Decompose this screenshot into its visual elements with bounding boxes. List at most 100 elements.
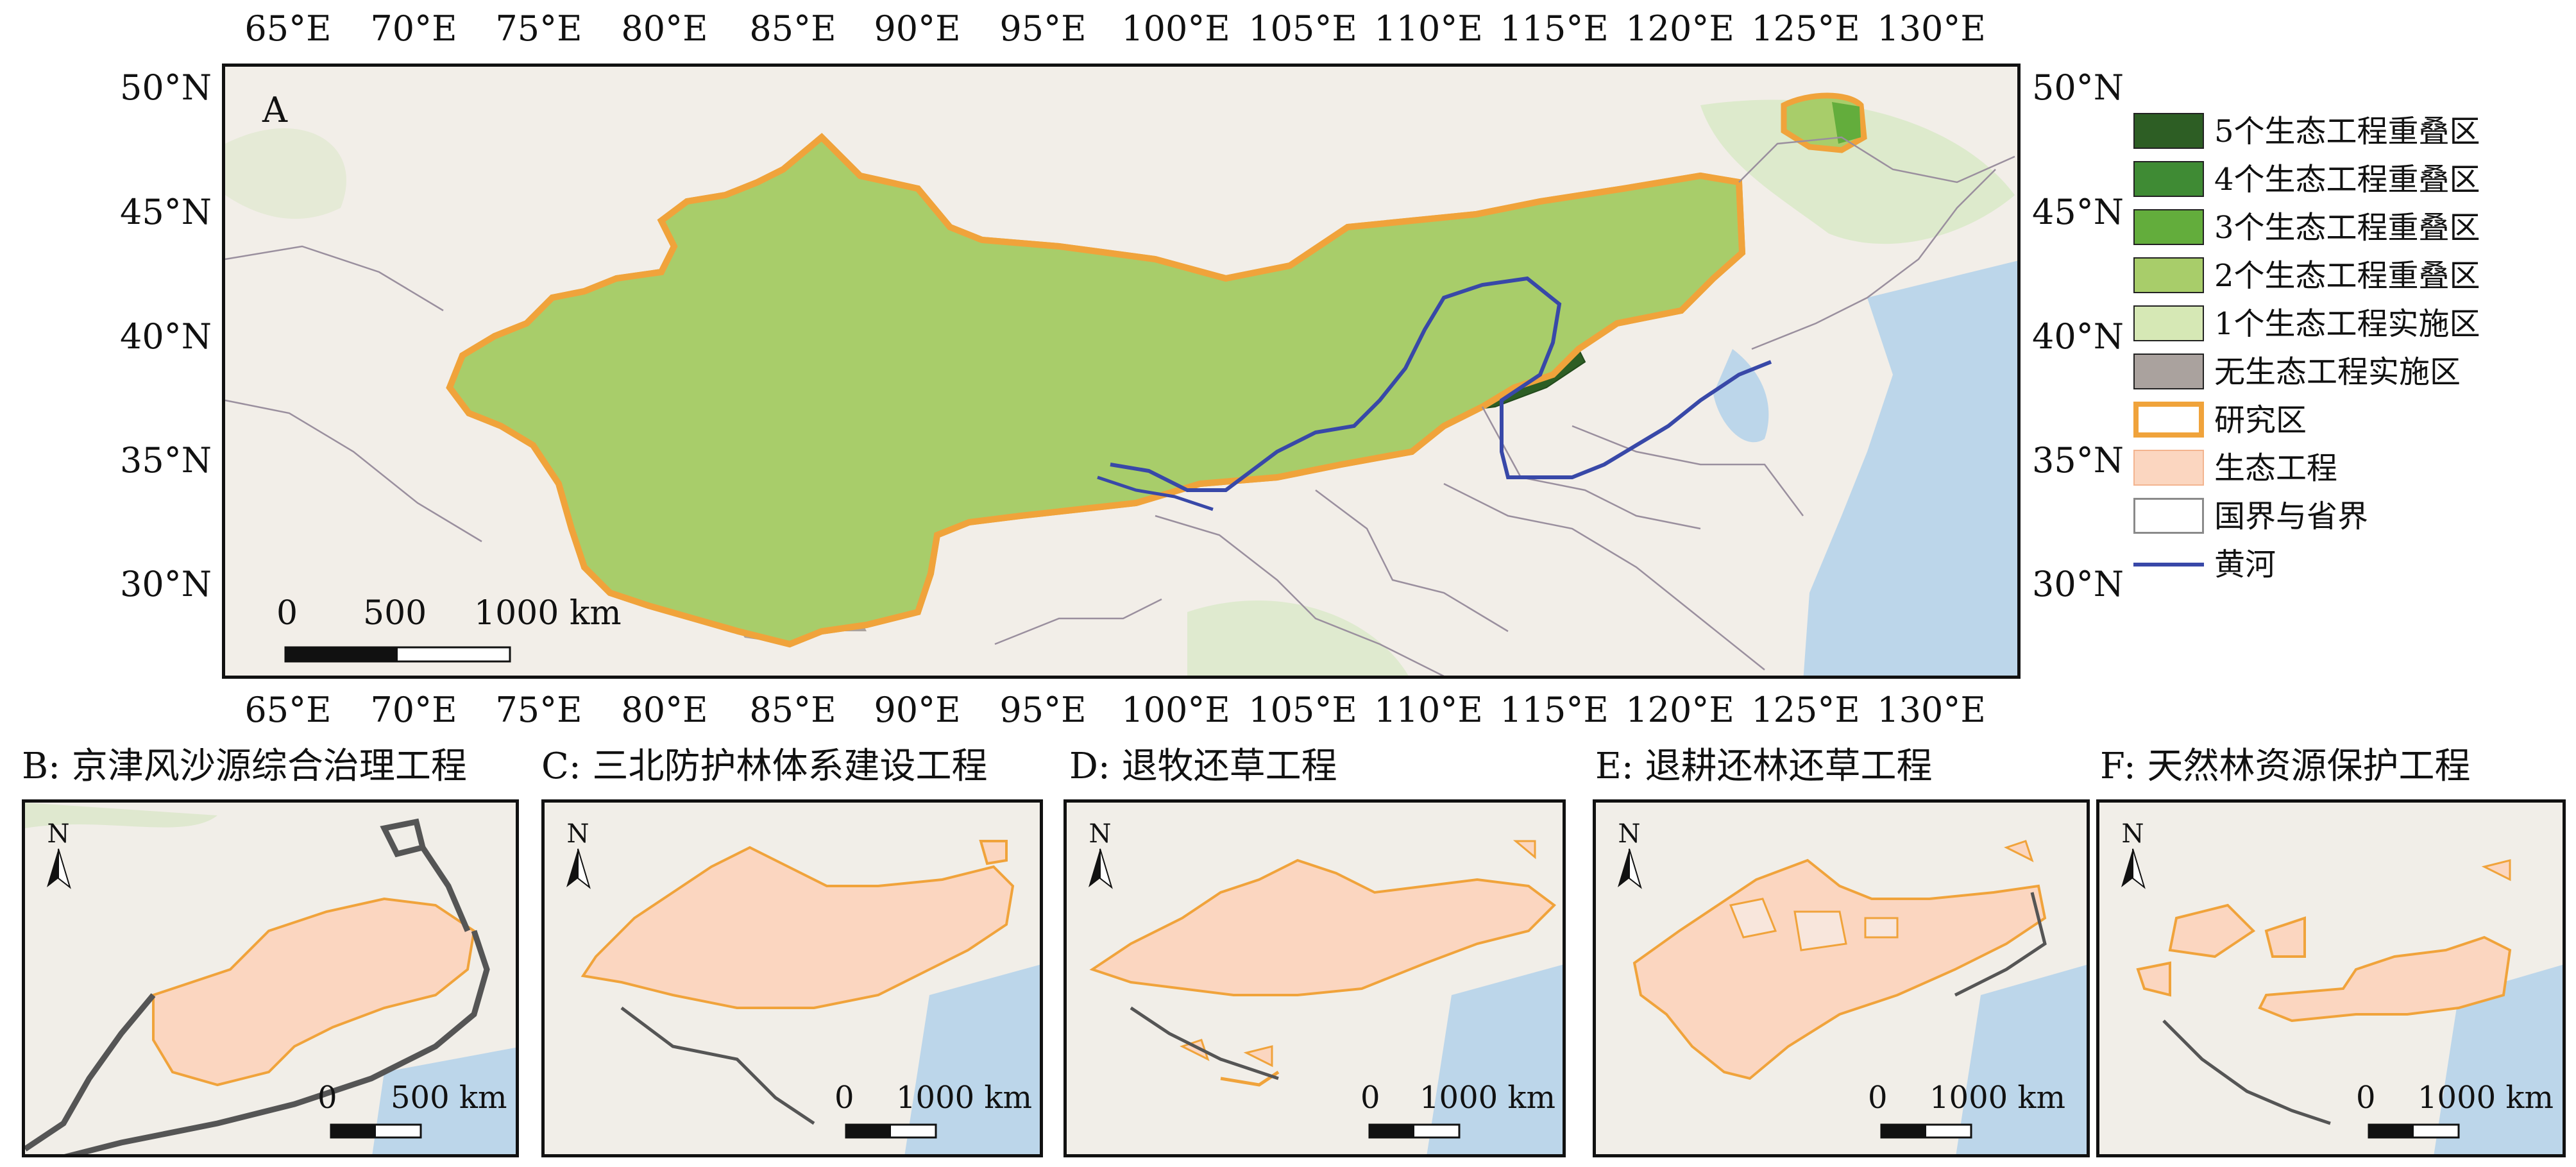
lat-tick: 50°N: [2032, 67, 2124, 108]
lon-tick: 75°E: [495, 690, 582, 730]
legend-label: 黄河: [2214, 547, 2276, 583]
north-arrow-label: N: [47, 819, 70, 849]
legend-swatch: [2133, 354, 2204, 389]
scale-label: 0: [1360, 1080, 1380, 1116]
lon-tick: 95°E: [999, 690, 1087, 730]
submap-title-f: F: 天然林资源保护工程: [2100, 745, 2471, 787]
legend-item: 无生态工程实施区: [2133, 350, 2570, 395]
north-arrow: N: [2114, 817, 2152, 896]
submap-e: N 0 1000 km: [1593, 799, 2090, 1157]
lon-tick: 115°E: [1500, 690, 1609, 730]
lon-tick: 70°E: [370, 8, 457, 49]
submap-c: N 0 1000 km: [541, 799, 1043, 1157]
submap-c-svg: [545, 803, 1040, 1154]
forest-patch: [225, 128, 346, 219]
sea-area: [1803, 260, 2017, 676]
legend-swatch: [2133, 257, 2204, 293]
scale-label-500: 500: [363, 594, 427, 633]
lat-tick: 40°N: [120, 316, 212, 357]
scale-bar-b: [330, 1123, 422, 1139]
lon-tick: 95°E: [999, 8, 1087, 49]
legend-swatch: [2133, 305, 2204, 341]
lon-tick: 90°E: [874, 690, 961, 730]
legend-item: 研究区: [2133, 398, 2570, 443]
legend-label: 5个生态工程重叠区: [2214, 114, 2480, 149]
legend-label: 4个生态工程重叠区: [2214, 162, 2480, 198]
lon-tick: 110°E: [1374, 690, 1483, 730]
submap-d: N 0 1000 km: [1063, 799, 1566, 1157]
scale-bar-f: [2368, 1123, 2460, 1139]
yellow-river: [1110, 276, 1772, 492]
scale-label: 0: [835, 1080, 854, 1116]
lon-tick: 90°E: [874, 8, 961, 49]
lat-tick: 45°N: [120, 192, 212, 232]
lon-tick: 130°E: [1877, 690, 1986, 730]
submap-b: N 0 500 km: [22, 799, 519, 1157]
main-map-svg: [225, 92, 2017, 676]
submap-d-svg: [1067, 803, 1563, 1154]
lat-tick: 50°N: [120, 67, 212, 108]
legend-swatch: [2133, 113, 2204, 149]
scale-bar-d: [1368, 1123, 1461, 1139]
legend-swatch: [2133, 209, 2204, 245]
lon-tick: 125°E: [1751, 690, 1860, 730]
lon-tick: 110°E: [1374, 8, 1483, 49]
lon-tick: 70°E: [370, 690, 457, 730]
legend-item: 5个生态工程重叠区: [2133, 109, 2570, 154]
lon-tick: 80°E: [621, 8, 708, 49]
lat-tick: 45°N: [2032, 192, 2124, 232]
lat-tick: 40°N: [2032, 316, 2124, 357]
legend-label: 国界与省界: [2214, 498, 2369, 534]
submap-title-b: B: 京津风沙源综合治理工程: [22, 745, 467, 787]
submap-title-e: E: 退耕还林还草工程: [1595, 745, 1933, 787]
scale-label: 500 km: [391, 1080, 507, 1116]
legend-item: 3个生态工程重叠区: [2133, 205, 2570, 250]
lat-tick: 30°N: [120, 564, 212, 604]
legend-item: 国界与省界: [2133, 494, 2570, 539]
scale-bar-c: [845, 1123, 937, 1139]
panel-label-a: A: [262, 90, 287, 130]
legend-item: 黄河: [2133, 542, 2570, 587]
scale-bar-e: [1880, 1123, 1972, 1139]
legend-item: 2个生态工程重叠区: [2133, 253, 2570, 298]
main-scale-bar: [284, 646, 511, 663]
submap-f: N 0 1000 km: [2096, 799, 2566, 1157]
submap-b-svg: [25, 803, 516, 1154]
scale-label: 1000 km: [1419, 1080, 1556, 1116]
submap-f-svg: [2099, 803, 2563, 1154]
lon-tick: 80°E: [621, 690, 708, 730]
lon-tick: 125°E: [1751, 8, 1860, 49]
legend-swatch: [2133, 450, 2204, 486]
bohai-sea: [1713, 349, 1769, 443]
region-3-projects: [1832, 102, 1861, 144]
lon-tick: 105°E: [1248, 690, 1357, 730]
legend-swatch: [2133, 161, 2204, 197]
north-arrow-label: N: [567, 819, 589, 849]
scale-label-0: 0: [276, 594, 298, 633]
lon-tick: 115°E: [1500, 8, 1609, 49]
lat-tick: 35°N: [120, 440, 212, 481]
lon-tick: 105°E: [1248, 8, 1357, 49]
lat-tick: 30°N: [2032, 564, 2124, 604]
submap-title-c: C: 三北防护林体系建设工程: [541, 745, 988, 787]
scale-label: 1000 km: [896, 1080, 1033, 1116]
north-arrow-label: N: [2122, 819, 2144, 849]
north-arrow: N: [39, 817, 78, 896]
lon-tick: 100°E: [1121, 8, 1230, 49]
north-arrow-label: N: [1089, 819, 1112, 849]
legend-label: 无生态工程实施区: [2214, 354, 2461, 390]
scale-label: 0: [1868, 1080, 1888, 1116]
lat-tick: 35°N: [2032, 440, 2124, 481]
legend-item: 1个生态工程实施区: [2133, 302, 2570, 346]
north-arrow: N: [1081, 817, 1119, 896]
lon-tick: 85°E: [749, 8, 836, 49]
lon-tick: 85°E: [749, 690, 836, 730]
scale-label: 1000 km: [1929, 1080, 2066, 1116]
forest-patch: [1700, 99, 2015, 244]
scale-label: 0: [2356, 1080, 2376, 1116]
submap-e-svg: [1596, 803, 2087, 1154]
forest-patch: [1187, 601, 1409, 676]
legend-swatch: [2133, 402, 2204, 438]
legend-label: 研究区: [2214, 402, 2307, 438]
lon-tick: 65°E: [244, 690, 332, 730]
